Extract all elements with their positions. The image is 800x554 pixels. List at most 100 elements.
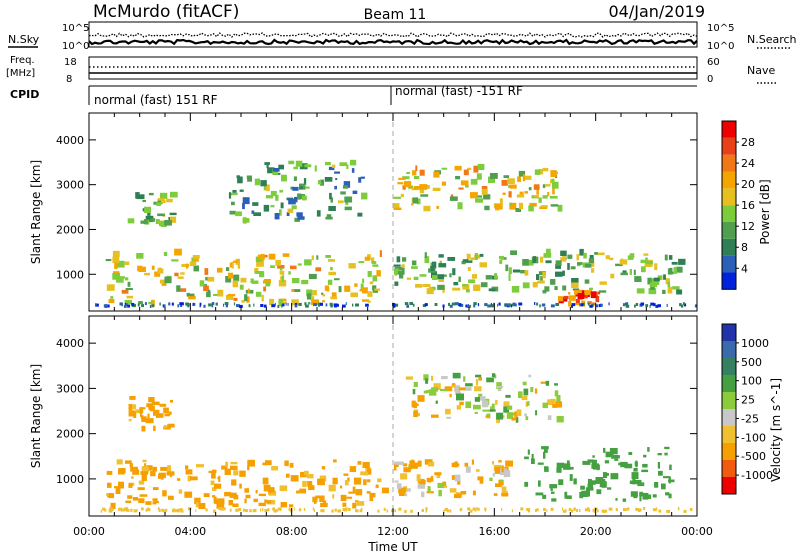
ground-scatter-cell (109, 508, 112, 512)
echo-cell (591, 268, 595, 273)
cpid-segment-1: normal (fast) 151 RF (94, 93, 218, 107)
echo-cell (242, 218, 250, 223)
echo-cell (208, 470, 215, 474)
echo-cell (470, 178, 478, 185)
echo-cell (142, 459, 147, 463)
echo-cell (457, 202, 463, 210)
echo-cell (609, 257, 614, 261)
ground-scatter-cell (562, 509, 567, 513)
ground-scatter-cell (625, 302, 629, 306)
echo-cell (316, 255, 319, 260)
ground-scatter-cell (179, 302, 183, 306)
echo-cell (434, 472, 442, 476)
echo-cell (425, 378, 429, 384)
echo-cell (406, 171, 410, 174)
echo-cell (306, 293, 311, 300)
echo-cell (634, 479, 642, 485)
echo-cell (581, 493, 588, 497)
echo-cell (170, 399, 173, 403)
search-noise-tick-top: 10^5 (707, 23, 734, 34)
beam-label: Beam 11 (364, 7, 427, 23)
colorbar-cell (722, 272, 736, 290)
echo-cell (340, 494, 347, 502)
echo-cell (572, 288, 580, 291)
velocity-panel: 1000 2000 3000 4000 00:00 04:00 08:00 12:00 16:0… (29, 315, 783, 554)
echo-cell (168, 495, 174, 500)
echo-cell (176, 478, 181, 481)
echo-cell (221, 465, 228, 470)
echo-cell (116, 459, 123, 465)
echo-cell (414, 186, 422, 190)
ground-scatter-cell (649, 304, 651, 308)
echo-cell (477, 476, 484, 481)
frequency-label: Freq. (10, 55, 35, 66)
echo-cell (237, 176, 243, 184)
echo-cell (297, 193, 302, 200)
echo-cell (417, 483, 426, 489)
echo-cell (230, 192, 238, 196)
echo-cell (615, 263, 623, 267)
frequency-tick-top: 18 (64, 57, 77, 68)
echo-cell (585, 490, 590, 497)
echo-cell (371, 261, 377, 264)
echo-cell (304, 164, 312, 168)
velocity-colorbar-label: Velocity [m s^-1] (769, 378, 783, 482)
ground-scatter-cell (597, 509, 599, 513)
echo-cell (452, 383, 455, 386)
echo-cell (505, 394, 511, 398)
echo-cell (562, 285, 567, 291)
power-ylabel: Slant Range [km] (29, 160, 43, 264)
echo-cell (563, 295, 569, 300)
echo-cell (596, 489, 602, 495)
echo-cell (181, 263, 190, 267)
colorbar-cell (722, 188, 736, 206)
echo-cell (652, 494, 657, 498)
echo-cell (404, 493, 408, 497)
echo-cell (639, 491, 644, 497)
ground-scatter-cell (421, 509, 424, 512)
ground-scatter-cell (158, 509, 161, 513)
echo-cell (551, 181, 559, 189)
ground-scatter-cell (320, 509, 325, 513)
echo-cell (301, 279, 309, 285)
echo-cell (232, 190, 237, 193)
echo-cell (493, 203, 496, 209)
echo-cell (676, 289, 683, 295)
echo-cell (281, 174, 287, 182)
echo-cell (436, 474, 441, 479)
ground-scatter-cell (412, 303, 415, 307)
echo-cell (446, 416, 452, 419)
echo-cell (286, 212, 290, 216)
echo-cell (604, 460, 610, 464)
echo-cell (610, 473, 619, 480)
echo-cell (140, 471, 148, 475)
echo-cell (605, 255, 610, 260)
echo-cell (557, 296, 564, 302)
ground-scatter-cell (394, 303, 399, 307)
ground-scatter-cell (580, 303, 584, 307)
ground-scatter-cell (215, 302, 218, 306)
echo-cell (265, 195, 274, 199)
echo-cell (187, 475, 190, 482)
echo-cell (473, 165, 479, 173)
echo-cell (568, 301, 572, 307)
echo-cell (356, 501, 365, 506)
echo-cell (148, 301, 153, 305)
echo-cell (225, 276, 232, 283)
echo-cell (326, 286, 330, 292)
echo-cell (393, 207, 402, 210)
ground-scatter-cell (236, 304, 240, 308)
echo-cell (492, 472, 495, 477)
echo-cell (415, 284, 423, 288)
echo-cell (542, 167, 549, 172)
echo-cell (454, 165, 462, 171)
ground-scatter-cell (161, 508, 164, 512)
echo-cell (667, 281, 671, 288)
echo-cell (645, 260, 653, 265)
colorbar-cell (722, 443, 736, 460)
echo-cell (501, 493, 509, 497)
echo-cell (141, 425, 146, 432)
echo-cell (264, 499, 267, 503)
echo-cell (503, 175, 510, 178)
echo-cell (664, 446, 670, 450)
